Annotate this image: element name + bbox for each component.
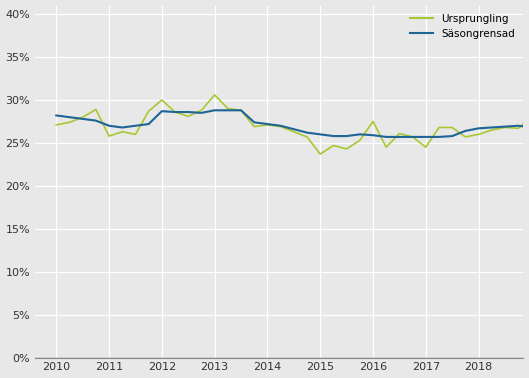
Säsongrensad xyxy=(436,135,442,139)
Ursprungling xyxy=(304,135,310,139)
Ursprungling xyxy=(290,130,297,134)
Säsongrensad xyxy=(212,108,218,113)
Ursprungling xyxy=(489,128,495,132)
Ursprungling xyxy=(436,125,442,130)
Säsongrensad xyxy=(396,135,403,139)
Ursprungling xyxy=(528,115,529,119)
Ursprungling xyxy=(93,107,99,112)
Säsongrensad xyxy=(462,129,469,133)
Säsongrensad xyxy=(317,132,323,136)
Ursprungling xyxy=(66,120,72,125)
Ursprungling xyxy=(79,115,86,119)
Säsongrensad xyxy=(476,126,482,131)
Säsongrensad xyxy=(251,120,258,125)
Ursprungling xyxy=(106,134,112,138)
Säsongrensad xyxy=(449,134,455,138)
Legend: Ursprungling, Säsongrensad: Ursprungling, Säsongrensad xyxy=(407,11,518,42)
Säsongrensad xyxy=(225,108,231,113)
Ursprungling xyxy=(449,125,455,130)
Säsongrensad xyxy=(330,134,336,138)
Ursprungling xyxy=(212,93,218,97)
Ursprungling xyxy=(198,108,205,113)
Säsongrensad xyxy=(66,115,72,119)
Säsongrensad xyxy=(132,124,139,128)
Ursprungling xyxy=(383,145,389,149)
Säsongrensad xyxy=(304,130,310,135)
Säsongrensad xyxy=(515,124,522,128)
Säsongrensad xyxy=(290,127,297,132)
Ursprungling xyxy=(396,131,403,136)
Säsongrensad xyxy=(423,135,429,139)
Ursprungling xyxy=(238,108,244,113)
Säsongrensad xyxy=(198,111,205,115)
Line: Ursprungling: Ursprungling xyxy=(56,95,529,154)
Säsongrensad xyxy=(185,110,191,114)
Line: Säsongrensad: Säsongrensad xyxy=(56,110,529,148)
Säsongrensad xyxy=(53,113,59,118)
Ursprungling xyxy=(53,122,59,127)
Säsongrensad xyxy=(502,124,508,129)
Ursprungling xyxy=(476,132,482,136)
Ursprungling xyxy=(145,109,152,113)
Ursprungling xyxy=(277,124,284,129)
Ursprungling xyxy=(370,119,376,124)
Ursprungling xyxy=(159,98,165,102)
Ursprungling xyxy=(251,124,258,129)
Säsongrensad xyxy=(343,134,350,138)
Säsongrensad xyxy=(277,124,284,128)
Säsongrensad xyxy=(357,132,363,136)
Ursprungling xyxy=(343,147,350,151)
Ursprungling xyxy=(317,152,323,156)
Ursprungling xyxy=(515,126,522,131)
Ursprungling xyxy=(185,114,191,119)
Säsongrensad xyxy=(370,133,376,138)
Ursprungling xyxy=(409,135,416,139)
Säsongrensad xyxy=(119,125,125,130)
Ursprungling xyxy=(172,110,178,114)
Ursprungling xyxy=(132,132,139,136)
Ursprungling xyxy=(502,125,508,130)
Ursprungling xyxy=(264,122,271,127)
Ursprungling xyxy=(225,106,231,111)
Säsongrensad xyxy=(383,135,389,139)
Ursprungling xyxy=(423,145,429,149)
Säsongrensad xyxy=(106,124,112,128)
Säsongrensad xyxy=(172,110,178,114)
Säsongrensad xyxy=(145,122,152,126)
Ursprungling xyxy=(357,138,363,143)
Ursprungling xyxy=(330,143,336,148)
Säsongrensad xyxy=(489,125,495,130)
Säsongrensad xyxy=(159,109,165,113)
Ursprungling xyxy=(462,135,469,139)
Säsongrensad xyxy=(264,122,271,126)
Säsongrensad xyxy=(93,118,99,123)
Ursprungling xyxy=(119,130,125,134)
Säsongrensad xyxy=(238,108,244,113)
Säsongrensad xyxy=(528,125,529,130)
Säsongrensad xyxy=(409,135,416,139)
Säsongrensad xyxy=(79,117,86,121)
